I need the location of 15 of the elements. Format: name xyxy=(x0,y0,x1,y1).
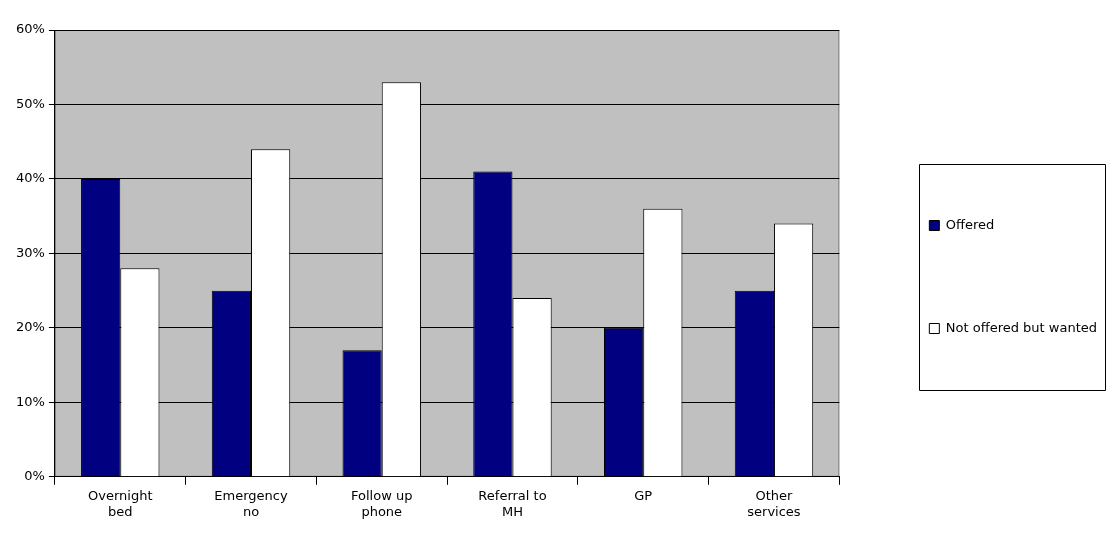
y-tick-label: 40% xyxy=(15,170,45,186)
x-tick-label: Overnight bed xyxy=(88,487,153,519)
x-tick-label: Referral to MH xyxy=(478,487,547,519)
legend-label: Offered xyxy=(945,216,995,232)
y-tick-label: 0% xyxy=(24,468,45,484)
y-tick-label: 30% xyxy=(15,244,45,260)
x-tick-label: Emergency no xyxy=(214,487,288,519)
x-tick-label: GP xyxy=(634,487,653,503)
y-tick-label: 10% xyxy=(15,393,45,409)
y-tick-label: 20% xyxy=(15,319,45,335)
legend-label: Not offered but wanted xyxy=(945,319,1098,335)
x-tick-label: Follow up phone xyxy=(351,487,413,519)
y-tick-label: 50% xyxy=(15,95,45,111)
y-tick-label: 60% xyxy=(15,21,45,37)
x-tick-label: Other services xyxy=(747,487,801,519)
